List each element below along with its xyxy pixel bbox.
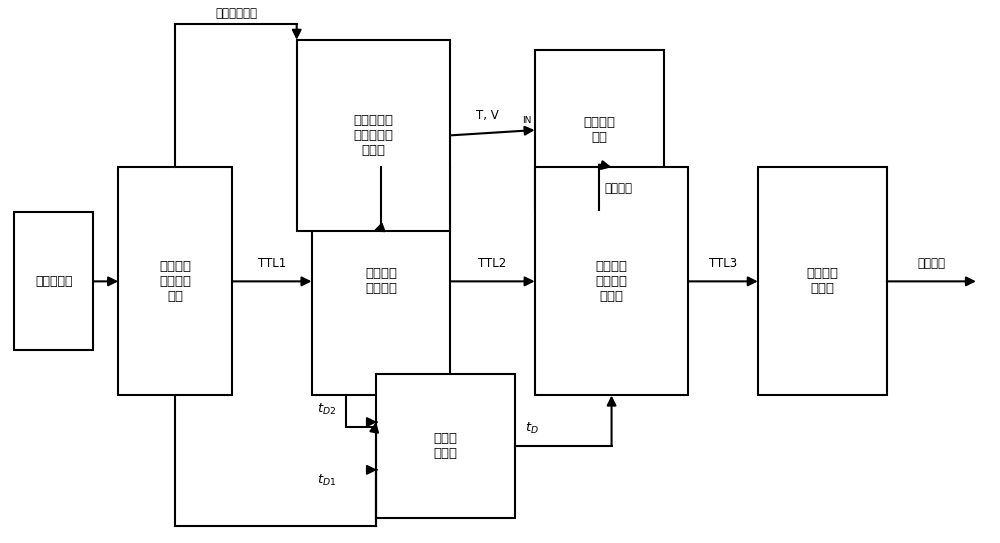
Bar — [376, 374, 515, 517]
Text: T, V: T, V — [476, 109, 499, 122]
Bar — [535, 167, 688, 395]
Text: 可控硅脉
冲触发: 可控硅脉 冲触发 — [806, 267, 838, 295]
Text: $t_D$: $t_D$ — [525, 421, 539, 437]
Text: 电压电流信号: 电压电流信号 — [215, 7, 257, 20]
Text: 触发脉冲: 触发脉冲 — [917, 257, 945, 270]
Text: TTL2: TTL2 — [478, 257, 507, 270]
Bar — [297, 40, 450, 231]
Bar — [535, 50, 664, 210]
Bar — [312, 167, 450, 395]
Text: 延时补
偿模块: 延时补 偿模块 — [433, 432, 457, 460]
Text: $t_{D1}$: $t_{D1}$ — [317, 472, 336, 488]
Text: 精确三相
过零信号
采集: 精确三相 过零信号 采集 — [159, 260, 191, 303]
Bar — [758, 167, 887, 395]
Text: 移相参数
计算和数
字补偿: 移相参数 计算和数 字补偿 — [596, 260, 628, 303]
Bar — [118, 167, 232, 395]
Text: $t_{D2}$: $t_{D2}$ — [317, 402, 336, 416]
Text: 同步参数测
量和故障识
别模块: 同步参数测 量和故障识 别模块 — [354, 114, 394, 157]
Text: TTL3: TTL3 — [709, 257, 737, 270]
Text: 控制信号: 控制信号 — [604, 182, 632, 195]
Bar — [14, 212, 93, 350]
Text: 数字干扰
滤波模块: 数字干扰 滤波模块 — [365, 267, 397, 295]
Text: 三相交流电: 三相交流电 — [35, 275, 72, 288]
Text: TTL1: TTL1 — [258, 257, 286, 270]
Text: IN: IN — [522, 116, 532, 125]
Text: 工作流程
控制: 工作流程 控制 — [583, 116, 615, 144]
